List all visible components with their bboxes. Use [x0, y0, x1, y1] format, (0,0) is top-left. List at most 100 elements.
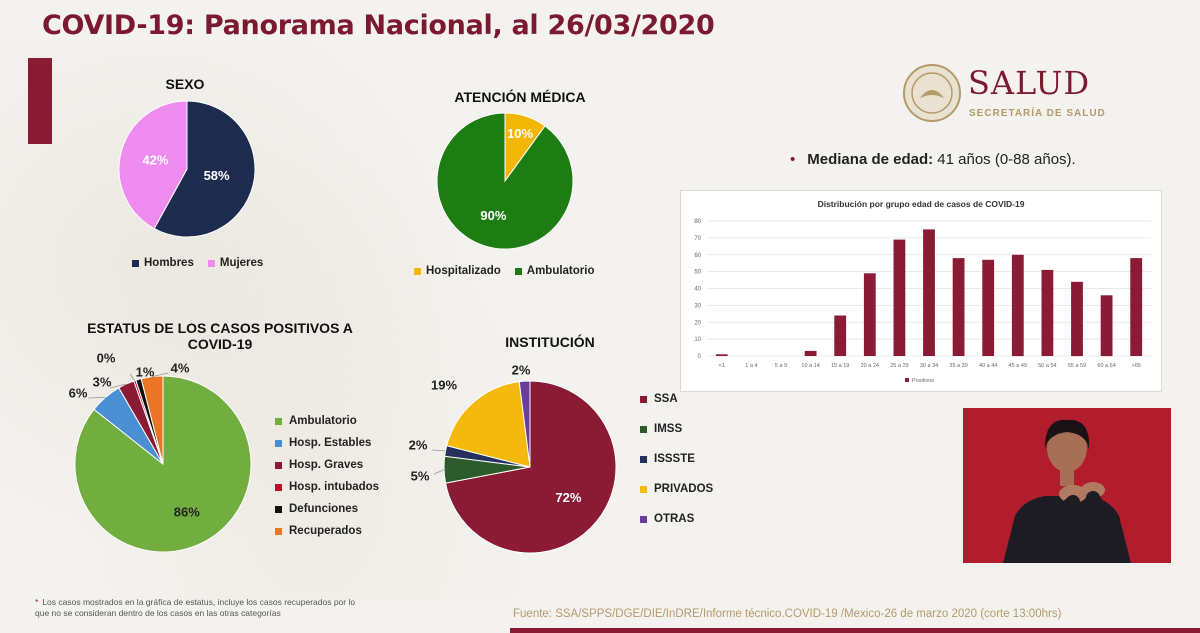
y-tick-label: 10	[694, 337, 701, 343]
sexo-pie-chart: 58% 42%	[118, 100, 256, 238]
swatch-ambulatorio	[275, 417, 282, 425]
bar-25-a-29	[893, 239, 906, 356]
legend-label: SSA	[654, 393, 678, 405]
x-tick-label: 35 a 39	[949, 363, 967, 369]
interpreter-figure-icon	[963, 408, 1171, 563]
swatch-hosp-graves	[275, 461, 282, 469]
salud-logo	[903, 64, 961, 122]
leader-line	[129, 373, 136, 381]
logo-subtitle: SECRETARÍA DE SALUD	[969, 108, 1106, 119]
footnote: * Los casos mostrados en la gráfica de es…	[35, 597, 365, 618]
accent-bar	[28, 58, 52, 144]
institucion-legend: SSA IMSS ISSSTE PRIVADOS OTRAS	[640, 384, 713, 534]
x-tick-label: 1 a 4	[745, 363, 757, 369]
bar-40-a-44	[982, 259, 995, 356]
legend-label: Ambulatorio	[526, 265, 595, 277]
bar-chart-title: Distribución por grupo edad de casos de …	[818, 199, 1025, 209]
pie-slice-otras	[518, 380, 531, 468]
legend-label: Hombres	[144, 257, 194, 269]
legend-swatch-positivos	[905, 378, 909, 382]
legend-label-positivos: Positivos	[912, 378, 934, 384]
leader-line	[87, 397, 106, 399]
estatus-title-line-1: ESTATUS DE LOS CASOS POSITIVOS A	[87, 320, 353, 336]
pie-label-privados: 19%	[431, 377, 457, 392]
legend-item-mujeres: Mujeres	[207, 257, 264, 269]
leader-line	[433, 469, 445, 475]
legend-item-imss: IMSS	[640, 414, 713, 444]
bar-50-a-54	[1041, 269, 1054, 356]
bar-lt1	[715, 354, 728, 356]
y-tick-label: 60	[694, 253, 701, 259]
legend-label: ISSSTE	[654, 453, 695, 465]
legend-label: Hospitalizado	[426, 265, 501, 277]
legend-item-privados: PRIVADOS	[640, 474, 713, 504]
estatus-title-line-2: COVID-19	[187, 336, 253, 352]
swatch-mujeres	[207, 259, 215, 267]
mediana-label: Mediana de edad:	[807, 151, 934, 168]
age-distribution-bar-chart: Distribución por grupo edad de casos de …	[694, 199, 1151, 384]
estatus-pie-chart: 86% 6% 3% 0% 1% 4%	[69, 352, 252, 552]
pie-label-ambulatorio: 90%	[480, 208, 506, 223]
pie-label-hosp-graves: 3%	[93, 374, 112, 389]
pie-label-mujeres: 42%	[142, 152, 168, 167]
legend-label: Recuperados	[289, 525, 362, 537]
swatch-ambulatorio	[514, 267, 522, 275]
atencion-legend: Hospitalizado Ambulatorio	[414, 265, 595, 277]
y-tick-label: 70	[694, 236, 701, 242]
legend-item-ambulatorio: Ambulatorio	[275, 410, 379, 432]
x-tick-label: 30 a 34	[920, 363, 938, 369]
y-tick-label: 80	[694, 219, 701, 225]
y-tick-label: 20	[694, 320, 701, 326]
pie-label-issste: 2%	[409, 437, 428, 452]
legend-item-otras: OTRAS	[640, 504, 713, 534]
institucion-pie-chart: 72% 5% 2% 19% 2%	[409, 362, 617, 554]
legend-label: Ambulatorio	[289, 415, 357, 427]
bar-20-a-24	[863, 273, 876, 356]
page-title: COVID-19: Panorama Nacional, al 26/03/20…	[42, 10, 715, 41]
legend-label: PRIVADOS	[654, 483, 714, 495]
pie-slice-mujeres	[118, 100, 188, 230]
swatch-otras	[640, 515, 647, 523]
legend-label: Mujeres	[219, 257, 264, 269]
atencion-pie-chart: 10% 90%	[436, 112, 574, 250]
pie-slice-ambulatorio	[436, 112, 574, 250]
bar-10-a-14	[804, 350, 817, 356]
bar-60-a-64	[1100, 295, 1113, 357]
mediana-value: 41 años (0-88 años).	[933, 151, 1076, 168]
bar-45-a-49	[1011, 254, 1024, 357]
sexo-legend: Hombres Mujeres	[132, 257, 263, 269]
pie-slice-hombres	[153, 100, 256, 238]
bar-gt65	[1130, 258, 1143, 356]
legend-item-issste: ISSSTE	[640, 444, 713, 474]
pie-label-hosp-intubados: 0%	[97, 352, 116, 365]
swatch-hospitalizado	[414, 267, 421, 275]
x-tick-label: 50 a 54	[1038, 363, 1056, 369]
estatus-title: ESTATUS DE LOS CASOS POSITIVOS A COVID-1…	[55, 320, 385, 352]
sign-language-interpreter-video	[963, 408, 1171, 563]
x-tick-label: 15 a 19	[831, 363, 849, 369]
pie-label-recuperados: 4%	[171, 360, 190, 375]
bar-55-a-59	[1071, 281, 1083, 357]
source-note: Fuente: SSA/SPPS/DGE/DIE/InDRE/Informe t…	[513, 608, 1062, 620]
legend-item-hosp-estables: Hosp. Estables	[275, 432, 379, 454]
sexo-title: SEXO	[165, 76, 205, 92]
legend-label: Hosp. Graves	[289, 459, 364, 471]
leader-line	[431, 449, 446, 452]
legend-item-ambulatorio: Ambulatorio	[514, 265, 595, 277]
legend-item-ssa: SSA	[640, 384, 713, 414]
legend-label: Hosp. Estables	[289, 437, 372, 449]
legend-item-hosp-intubados: Hosp. intubados	[275, 476, 379, 498]
y-tick-label: 30	[694, 303, 701, 309]
pie-label-imss: 5%	[411, 468, 430, 483]
leader-line	[109, 383, 127, 389]
asterisk-icon: *	[35, 597, 39, 607]
x-tick-label: 20 a 24	[861, 363, 879, 369]
pie-label-hosp-estables: 6%	[69, 385, 88, 400]
swatch-ssa	[640, 395, 647, 403]
legend-label: OTRAS	[654, 513, 695, 525]
x-tick-label: <1	[719, 363, 725, 369]
swatch-hosp-estables	[275, 439, 282, 447]
swatch-defunciones	[275, 505, 282, 513]
swatch-issste	[640, 455, 647, 463]
bar-15-a-19	[834, 315, 847, 356]
